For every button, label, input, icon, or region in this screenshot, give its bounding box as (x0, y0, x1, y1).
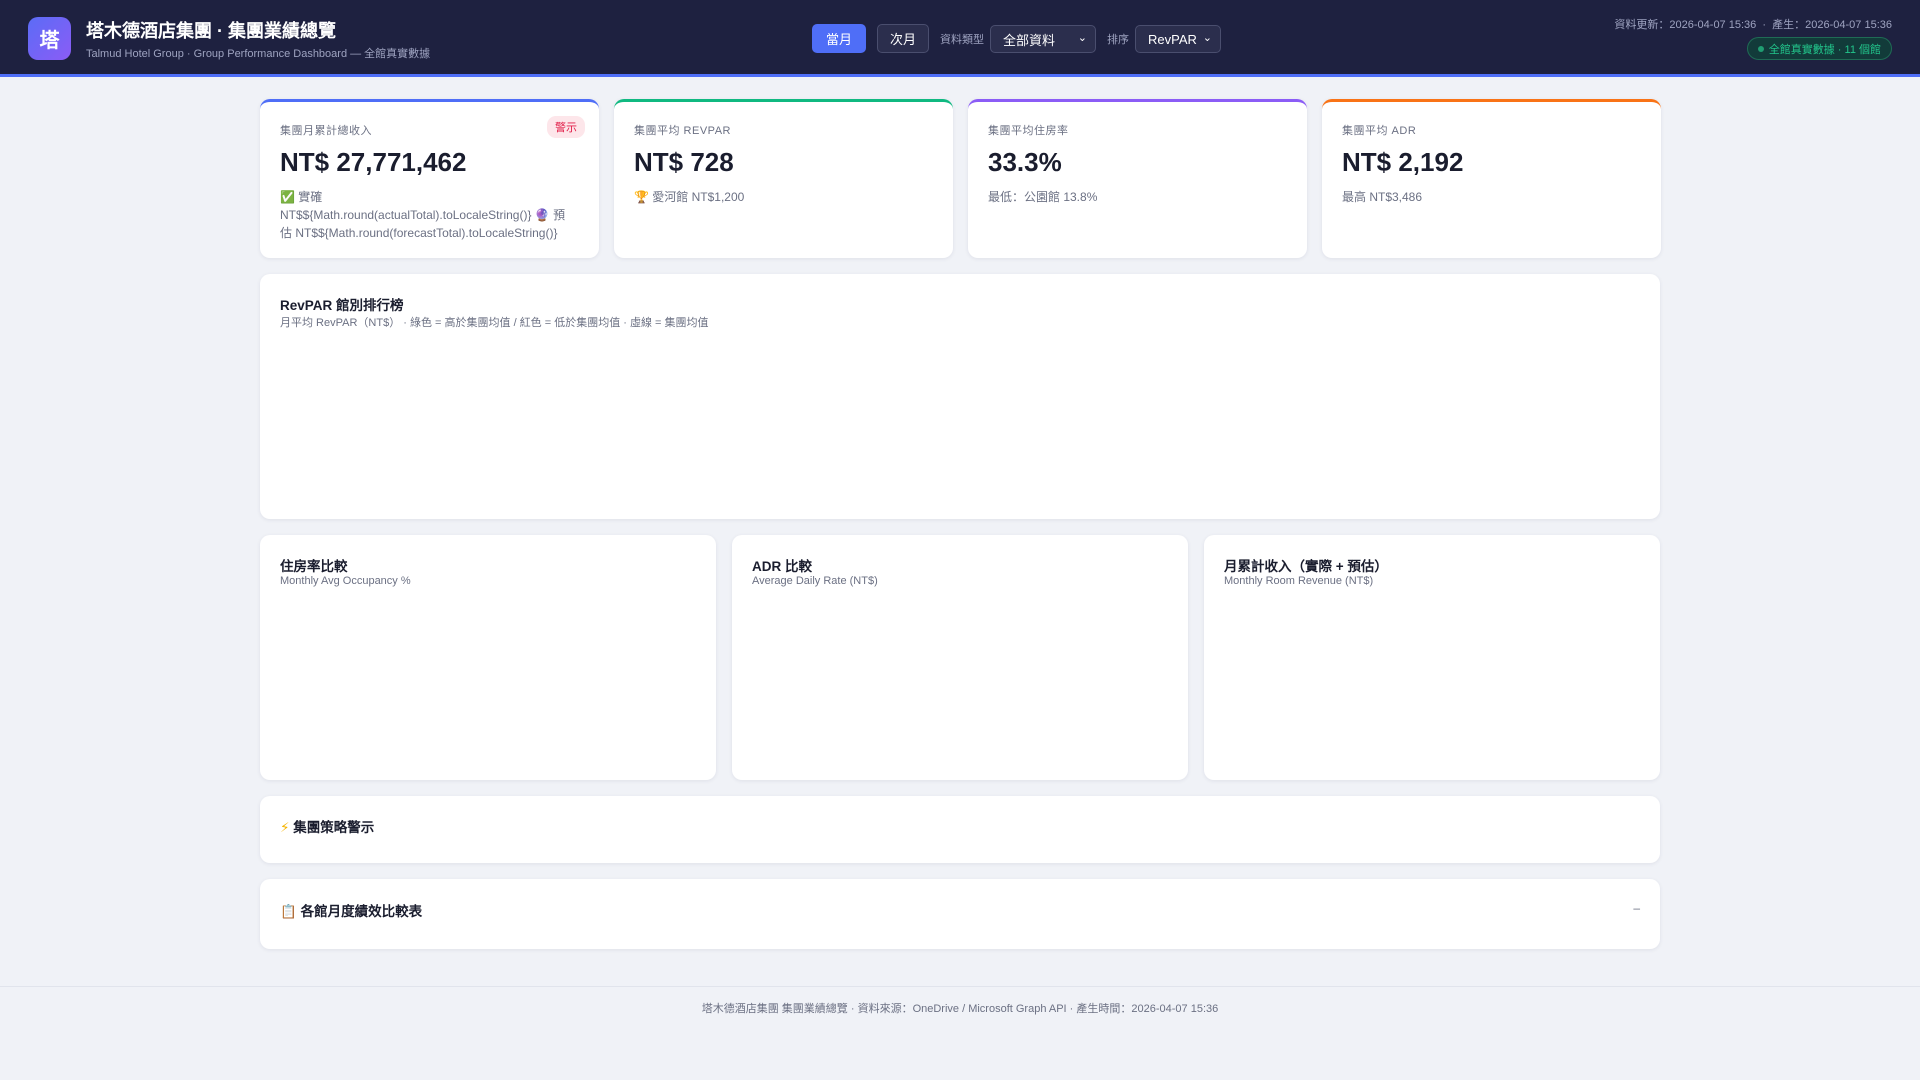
kpi-value: NT$ 2,192 (1342, 147, 1464, 177)
data-type-label: 資料類型 (940, 34, 984, 46)
kpi-sub: 最低：公園館 13.8% (988, 190, 1098, 204)
card-title: 住房率比較 (280, 559, 348, 574)
kpi-sub: 🏆 愛河館 NT$1,200 (634, 190, 745, 204)
card-title: ⚡ 集團策略警示 (280, 816, 374, 836)
data-type-select[interactable]: 全部資料 ⌄ (990, 25, 1096, 53)
current-month-button[interactable]: 當月 (812, 24, 866, 53)
occupancy-chart-card: 住房率比較 Monthly Avg Occupancy % (260, 535, 716, 780)
page-subtitle: Talmud Hotel Group · Group Performance D… (86, 48, 431, 60)
chevron-down-icon: ⌄ (1202, 32, 1212, 44)
sort-label: 排序 (1107, 34, 1129, 46)
kpi-value: 33.3% (988, 147, 1062, 177)
status-badge: 全館真實數據 · 11 個館 (1746, 37, 1892, 60)
footer: 塔木德酒店集團 集團業績總覽 · 資料來源：OneDrive / Microso… (0, 986, 1920, 1016)
adr-chart-card: ADR 比較 Average Daily Rate (NT$) (732, 535, 1188, 780)
warning-badge: 警示 (547, 116, 585, 138)
data-type-value: 全部資料 (1003, 32, 1056, 48)
table-title: 各館月度績效比較表 (300, 904, 423, 919)
sort-select[interactable]: RevPAR ⌄ (1135, 25, 1221, 53)
revpar-ranking-card: RevPAR 館別排行榜 月平均 RevPAR（NT$） · 綠色 = 高於集團… (260, 274, 1660, 519)
lightning-icon: ⚡ (280, 820, 290, 835)
card-subtitle: Monthly Avg Occupancy % (280, 575, 411, 587)
kpi-sub: ✅ 實確 NT$${Math.round(actualTotal).toLoca… (280, 190, 566, 240)
chevron-down-icon: ⌄ (1077, 32, 1087, 44)
alerts-title: 集團策略警示 (293, 820, 375, 835)
kpi-card-occupancy: 集團平均住房率 33.3% 最低：公園館 13.8% (968, 99, 1307, 258)
kpi-label: 集團月累計總收入 (280, 125, 372, 137)
kpi-card-revpar: 集團平均 REVPAR NT$ 728 🏆 愛河館 NT$1,200 (614, 99, 953, 258)
header: 塔 塔木德酒店集團 · 集團業績總覽 Talmud Hotel Group · … (0, 0, 1920, 77)
next-month-button[interactable]: 次月 (877, 24, 929, 53)
kpi-sub: 最高 NT$3,486 (1342, 190, 1423, 204)
kpi-value: NT$ 728 (634, 147, 734, 177)
kpi-card-total-revenue: 集團月累計總收入 警示 NT$ 27,771,462 ✅ 實確 NT$${Mat… (260, 99, 599, 258)
revenue-chart-card: 月累計收入（實際 + 預估） Monthly Room Revenue (NT$… (1204, 535, 1660, 780)
kpi-label: 集團平均 REVPAR (634, 125, 731, 137)
card-subtitle: Monthly Room Revenue (NT$) (1224, 575, 1374, 587)
card-title: RevPAR 館別排行榜 (280, 298, 404, 313)
performance-table-card[interactable]: 📋 各館月度績效比較表 – (260, 879, 1660, 949)
kpi-card-adr: 集團平均 ADR NT$ 2,192 最高 NT$3,486 (1322, 99, 1661, 258)
timestamps: 資料更新：2026-04-07 15:36 · 產生：2026-04-07 15… (1614, 19, 1892, 31)
status-dot-icon (1757, 45, 1764, 52)
kpi-label: 集團平均 ADR (1342, 125, 1417, 137)
clipboard-icon: 📋 (280, 904, 297, 919)
card-subtitle: Average Daily Rate (NT$) (752, 575, 878, 587)
status-badge-text: 全館真實數據 · 11 個館 (1768, 43, 1881, 56)
card-title: ADR 比較 (752, 559, 812, 574)
page-title: 塔木德酒店集團 · 集團業績總覽 (86, 21, 336, 41)
card-subtitle: 月平均 RevPAR（NT$） · 綠色 = 高於集團均值 / 紅色 = 低於集… (280, 317, 709, 329)
kpi-label: 集團平均住房率 (988, 125, 1069, 137)
card-title: 📋 各館月度績效比較表 (280, 900, 422, 920)
card-title: 月累計收入（實際 + 預估） (1224, 559, 1388, 574)
sort-value: RevPAR (1148, 31, 1197, 47)
strategy-alerts-card: ⚡ 集團策略警示 (260, 796, 1660, 863)
collapse-toggle[interactable]: – (1633, 901, 1640, 915)
kpi-value: NT$ 27,771,462 (280, 147, 467, 177)
logo: 塔 (28, 17, 71, 60)
